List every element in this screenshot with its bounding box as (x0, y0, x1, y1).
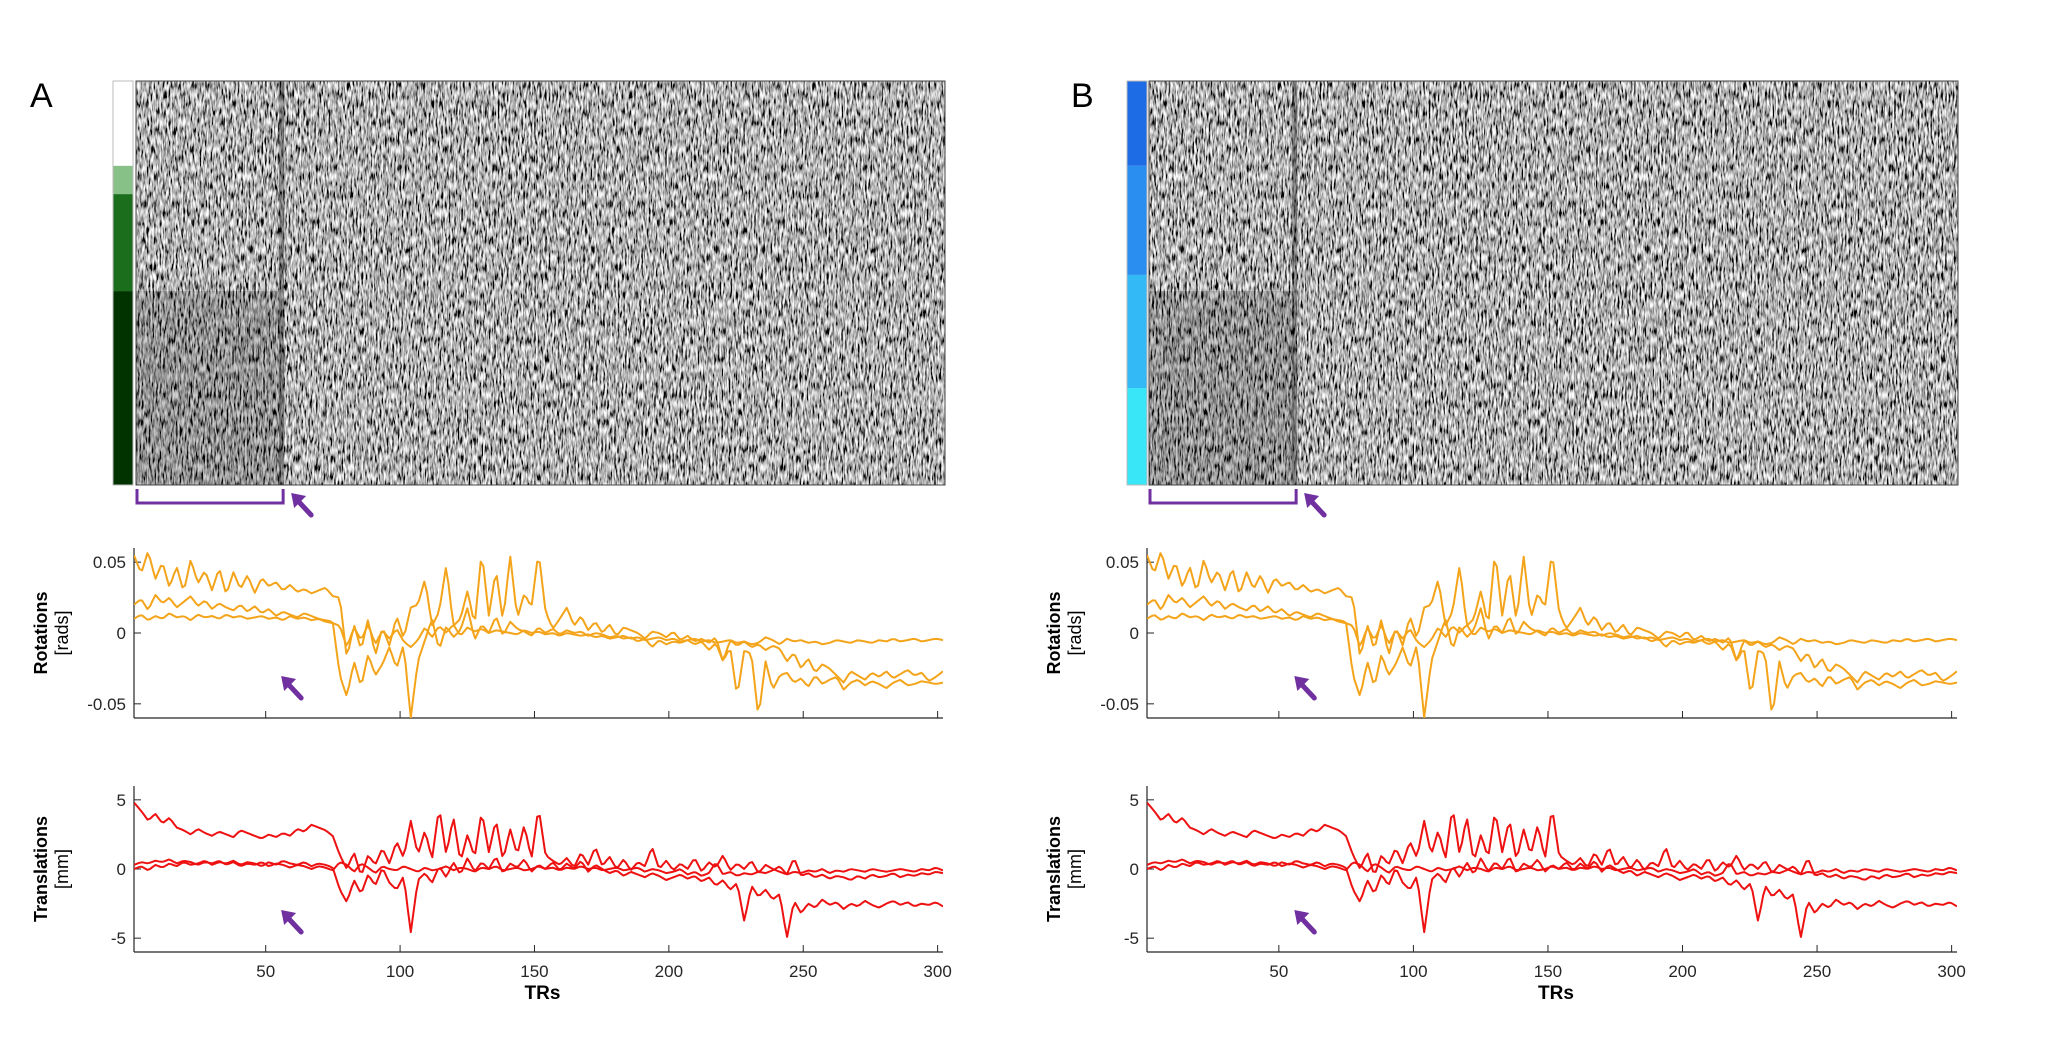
panel-a-rot-ytick-label: 0 (117, 624, 126, 643)
panel-a-trans-xtick-label: 50 (256, 962, 275, 981)
panel-a-network-segment (113, 165, 133, 195)
panel-a-carpet-annotation (135, 489, 314, 518)
panel-b-translations-yunit: [mm] (1065, 849, 1085, 889)
panel-b-rotations-plot: Rotations [rads] 0.05 0 -0.05 (1044, 548, 1957, 719)
panel-a-trans-ytick-label: 0 (117, 860, 126, 879)
panel-b-trans-xtick-label: 100 (1399, 962, 1427, 981)
panel-a-trans-xtick-label: 100 (386, 962, 414, 981)
panel-a-trans-ytick-label: 5 (117, 791, 126, 810)
panel-a-trans-xtick-label: 150 (520, 962, 548, 981)
panel-a-translations-plot: Translations [mm] TRs 50-550 100 150 200 250… (31, 786, 952, 1004)
panel-b-trans-xtick-label: 250 (1803, 962, 1831, 981)
panel-b-carpet-arrow-head (1304, 493, 1320, 508)
panel-b-rot-arrow (1294, 676, 1317, 701)
panel-a-trans-ytick-label: -5 (111, 929, 126, 948)
panel-b-carpet-border (1148, 80, 1959, 486)
panel-a-rot-series-rot-3 (134, 612, 943, 649)
panel-b-rot-series-rot-1 (1147, 552, 1957, 684)
panel-a-carpet-arrow (291, 493, 314, 518)
panel-b-trans-series-trans-3 (1147, 858, 1957, 877)
panel-a-carpet-noise (136, 81, 945, 485)
panel-a-translations-xlabel: TRs (525, 983, 561, 1004)
panel-b-label: B (1071, 77, 1094, 115)
panel-b-rot-ytick-label: 0 (1130, 624, 1139, 643)
panel-b-rot-series-rot-3 (1147, 612, 1957, 649)
panel-b-carpet-plot (1148, 80, 1959, 486)
panel-b-trans-arrow (1294, 910, 1317, 935)
panel-a-trans-series-trans-1 (134, 801, 943, 881)
panel-b-translations-ylabel: Translations (1044, 816, 1064, 922)
panel-a-rot-ytick-label: 0.05 (93, 553, 126, 572)
panel-a-trans-xtick-label: 200 (655, 962, 683, 981)
panel-b-trans-xtick-label: 150 (1534, 962, 1562, 981)
panel-a-rotations-ylabel: Rotations (31, 592, 51, 675)
panel-b-network-segment (1127, 388, 1147, 485)
panel-a-rot-series-rot-1 (134, 552, 943, 684)
panel-b-network-bar (1126, 80, 1148, 486)
panel-b-rot-ytick-label: 0.05 (1106, 553, 1139, 572)
panel-a-carpet-border (135, 80, 946, 486)
panel-b-trans-ytick-label: 0 (1130, 860, 1139, 879)
panel-b-carpet-dark-region (1149, 291, 1295, 485)
panel-a-network-segment (113, 291, 133, 485)
panel-a-carpet-dark-region (136, 291, 282, 485)
panel-b-carpet-arrow (1304, 493, 1327, 518)
panel-a-rot-series-rot-2 (134, 594, 943, 718)
panel-b: B Rotations [rads] 0.05 0 -0.05 Translatio… (1044, 77, 1966, 1004)
panel-b-network-segment (1127, 165, 1147, 275)
panel-b-network-segment (1127, 81, 1147, 166)
panel-a-rotations-yunit: [rads] (52, 610, 72, 655)
panel-b-carpet-motion-band (1292, 81, 1298, 485)
panel-b-translations-plot: Translations [mm] TRs 50-550 100 150 200 250… (1044, 786, 1966, 1004)
panel-a-network-segment (113, 194, 133, 292)
panel-a-rot-arrow-head (281, 676, 297, 691)
panel-b-trans-ytick-label: -5 (1124, 929, 1139, 948)
panel-b-trans-xtick-label: 300 (1937, 962, 1965, 981)
panel-a-trans-arrow (281, 910, 304, 935)
panel-a: A Rotations [rads] 0.05 0 -0.05 Translatio… (30, 77, 952, 1004)
panel-b-carpet-annotation (1148, 489, 1327, 518)
panel-a-carpet-plot (135, 80, 946, 486)
panel-a-trans-xtick-label: 250 (789, 962, 817, 981)
panel-a-trans-series-trans-3 (134, 858, 943, 877)
panel-a-trans-arrow-head (281, 910, 297, 925)
panel-b-trans-xtick-label: 50 (1269, 962, 1288, 981)
panel-a-rot-ytick-label: -0.05 (87, 695, 126, 714)
panel-b-network-segment (1127, 274, 1147, 389)
panel-a-trans-xtick-label: 300 (923, 962, 951, 981)
panel-a-label: A (30, 77, 53, 115)
panel-a-translations-ylabel: Translations (31, 816, 51, 922)
panel-b-rot-arrow-head (1294, 676, 1310, 691)
panel-b-trans-ytick-label: 5 (1130, 791, 1139, 810)
panel-a-bracket (135, 489, 285, 505)
panel-b-network-bar-border (1126, 80, 1148, 486)
panel-b-carpet-noise (1149, 81, 1958, 485)
panel-b-trans-series-trans-1 (1147, 801, 1957, 881)
panel-a-network-bar (112, 80, 134, 486)
panel-b-rotations-ylabel: Rotations (1044, 592, 1064, 675)
panel-b-translations-xlabel: TRs (1538, 983, 1574, 1004)
panel-b-trans-arrow-head (1294, 910, 1310, 925)
panel-a-network-bar-border (112, 80, 134, 486)
panel-b-rot-series-rot-2 (1147, 594, 1957, 718)
panel-b-rotations-yunit: [rads] (1065, 610, 1085, 655)
panel-b-rot-ytick-label: -0.05 (1100, 695, 1139, 714)
panel-a-carpet-motion-band (279, 81, 285, 485)
panel-a-network-segment (113, 81, 133, 166)
panel-a-translations-yunit: [mm] (52, 849, 72, 889)
panel-a-rot-arrow (281, 676, 304, 701)
panel-a-carpet-arrow-head (291, 493, 307, 508)
panel-a-rotations-plot: Rotations [rads] 0.05 0 -0.05 (31, 548, 943, 719)
panel-b-trans-xtick-label: 200 (1668, 962, 1696, 981)
panel-b-bracket (1148, 489, 1298, 505)
